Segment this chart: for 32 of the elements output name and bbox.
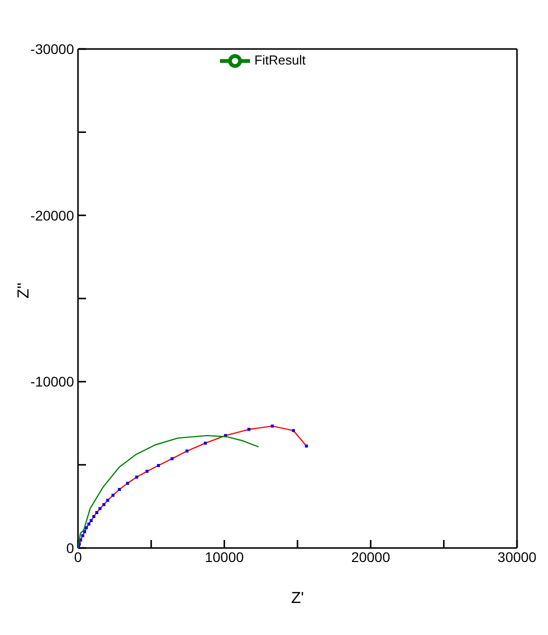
x-tick-label: 10000 <box>204 548 244 565</box>
x-tick-label: 30000 <box>498 548 537 565</box>
point <box>146 470 149 473</box>
point <box>204 442 207 445</box>
point <box>111 494 114 497</box>
x-tick-label: 20000 <box>351 548 390 565</box>
point <box>90 519 93 522</box>
point <box>304 444 308 448</box>
y-tick-label: -30000 <box>30 40 74 57</box>
point <box>95 511 98 514</box>
point <box>126 482 130 485</box>
point <box>92 515 96 518</box>
point <box>135 476 138 479</box>
line-series <box>78 434 260 548</box>
point <box>170 457 174 460</box>
point <box>118 488 121 491</box>
y-tick-label: -10000 <box>30 374 74 390</box>
point <box>84 526 88 530</box>
point <box>106 498 110 502</box>
point <box>81 534 84 538</box>
point <box>102 503 106 506</box>
point <box>292 429 295 432</box>
point <box>247 428 250 431</box>
point <box>186 450 189 453</box>
point <box>87 522 90 526</box>
point <box>98 507 102 510</box>
y-tick-label: -20000 <box>30 207 74 224</box>
x-axis-title: Z' <box>291 590 304 607</box>
y-axis-title: Z'' <box>16 282 33 298</box>
point <box>270 424 274 428</box>
point <box>156 464 160 467</box>
legend-label: FitResult <box>254 52 306 68</box>
